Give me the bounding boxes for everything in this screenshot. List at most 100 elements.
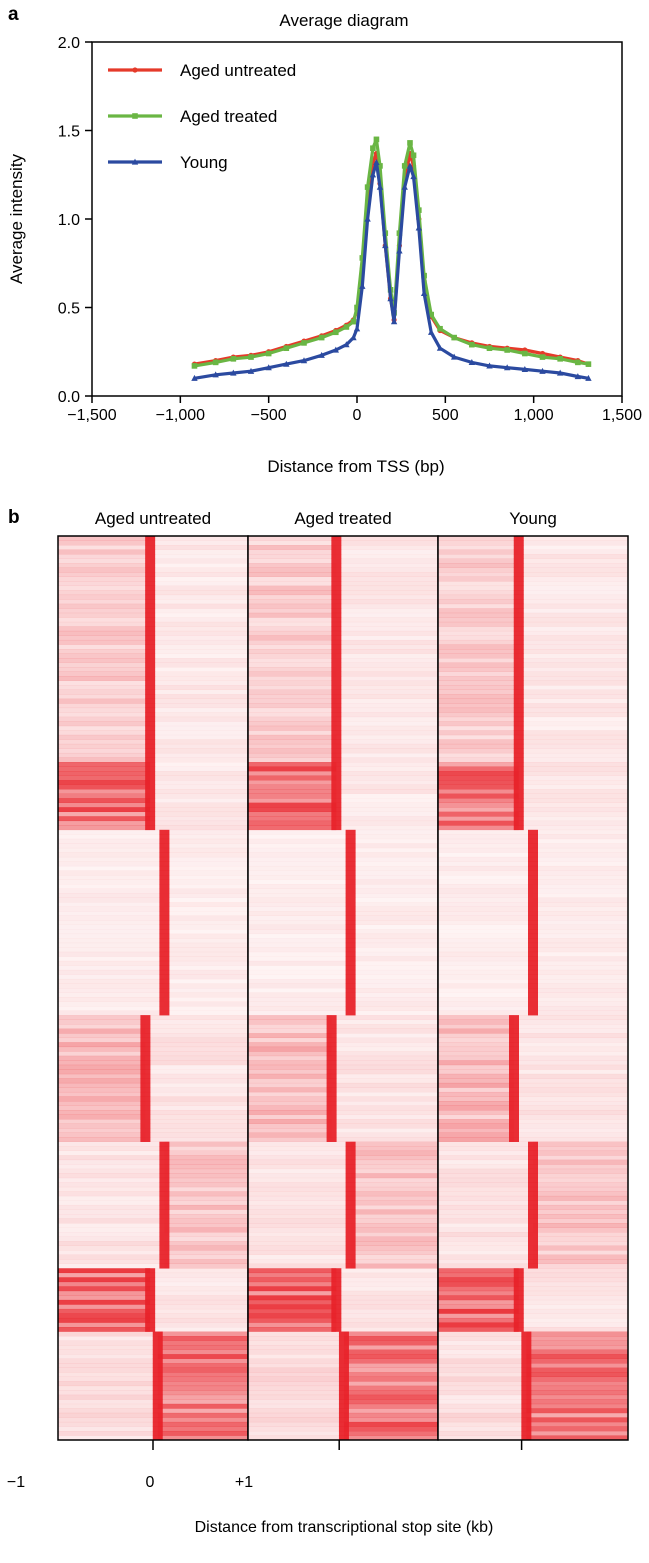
heatmap-cell [438,707,519,713]
heatmap-cell [58,1304,151,1310]
heatmap-peak [331,1322,342,1328]
heatmap-cell [58,829,165,835]
heatmap-cell [150,734,248,740]
heatmap-cell [58,1426,158,1432]
heatmap-cell [248,766,337,772]
heatmap-cell [58,1019,146,1025]
heatmap-cell [248,1128,332,1133]
heatmap-cell [157,1390,248,1396]
heatmap-peak [528,870,538,876]
heatmap-cell [164,1200,248,1206]
series-line-aged-treated [194,137,589,368]
heatmap-peak [331,798,342,803]
heatmap-peak [345,1223,356,1228]
heatmap-peak [345,920,356,926]
heatmap-cell [248,1412,344,1418]
data-point-young [230,369,237,376]
heatmap-peak [152,1349,163,1355]
heatmap-cell [518,590,628,596]
heatmap-cell [438,802,519,808]
heatmap-cell [58,567,151,573]
heatmap-peak [331,644,342,650]
heatmap-cell [150,662,248,668]
heatmap-peak [331,716,342,722]
heatmap-cell [150,789,248,794]
heatmap-cell [533,906,628,912]
heatmap-cell [58,585,151,591]
heatmap-cell [331,1132,438,1138]
data-point-young [332,346,339,353]
heatmap-cell [438,875,533,880]
heatmap-cell [58,1385,158,1391]
heatmap-cell [533,865,628,871]
heatmap-cell [150,1304,248,1310]
heatmap-cell [438,658,519,663]
heatmap-peak [338,1376,349,1382]
heatmap-cell [336,780,438,785]
heatmap-cell [164,861,248,867]
heatmap-cell [58,1141,165,1147]
heatmap-cell [336,540,438,546]
heatmap-cell [248,617,337,623]
data-point-aged-treated [575,359,581,366]
heatmap-peak [159,1223,170,1228]
heatmap-peak [326,1078,337,1084]
heatmap-peak [513,730,524,736]
heatmap-cell [58,902,165,907]
heatmap-cell [336,771,438,776]
heatmap-cell [164,978,248,984]
heatmap-cell [164,956,248,962]
heatmap-peak [513,639,524,645]
heatmap-aged-untreated [57,535,249,1441]
heatmap-cell [336,707,438,713]
heatmap-cell [518,721,628,727]
heatmap-cell [248,1168,351,1174]
heatmap-peak [326,1087,337,1093]
heatmap-cell [248,1263,351,1269]
heatmap-cell [58,825,151,831]
heatmap-cell [150,617,248,623]
heatmap-peak [331,816,342,822]
heatmap-peak [345,992,356,998]
heatmap-peak [528,920,538,926]
heatmap-peak [145,536,156,541]
heatmap-peak [145,1322,156,1328]
heatmap-cell [164,947,248,953]
heatmap-peak [513,630,524,636]
heatmap-peak [145,707,156,713]
heatmap-peak [345,829,356,835]
heatmap-peak [345,1141,356,1147]
heatmap-cell [438,1277,519,1283]
heatmap-cell [248,1033,332,1039]
heatmap-cell [58,635,151,641]
heatmap-peak [513,775,524,781]
heatmap-cell [150,567,248,573]
legend-label-aged-treated: Aged treated [180,107,277,126]
heatmap-cell [58,1123,146,1129]
heatmap-peak [159,951,170,957]
data-point-young [382,242,389,249]
heatmap-cell [336,757,438,763]
heatmap-peak [159,852,170,858]
heatmap-cell [350,838,438,844]
heatmap-cell [58,911,165,916]
heatmap-cell [150,581,248,587]
heatmap-cell [164,870,248,876]
heatmap-cell [248,703,337,709]
heatmap-peak [513,685,524,690]
heatmap-cell [438,911,533,916]
heatmap-cell [58,1164,165,1170]
data-point-young [585,374,592,381]
heatmap-cell [343,1376,438,1382]
heatmap-peak [326,1051,337,1057]
heatmap-cell [248,1001,351,1007]
heatmap-peak [145,716,156,722]
heatmap-cell [248,1132,332,1138]
heatmap-cell [438,1141,533,1147]
heatmap-cell [248,1096,332,1102]
heatmap-cell [533,1177,628,1183]
heatmap-peak [513,658,524,663]
heatmap-peak [145,743,156,749]
heatmap-cell [164,1159,248,1165]
heatmap-cell [518,707,628,713]
